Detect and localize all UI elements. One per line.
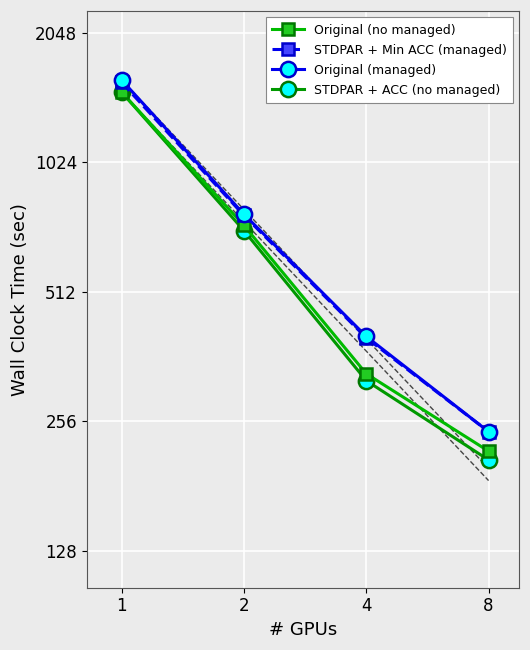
STDPAR + Min ACC (managed) bbox=[485, 428, 492, 436]
Legend: Original (no managed), STDPAR + Min ACC (managed), Original (managed), STDPAR + : Original (no managed), STDPAR + Min ACC … bbox=[266, 18, 513, 103]
STDPAR + ACC (no managed) bbox=[241, 227, 247, 235]
Y-axis label: Wall Clock Time (sec): Wall Clock Time (sec) bbox=[11, 203, 29, 396]
Original (managed) bbox=[485, 428, 492, 436]
STDPAR + Min ACC (managed) bbox=[363, 334, 369, 342]
Original (managed) bbox=[119, 76, 125, 84]
Original (no managed) bbox=[241, 222, 247, 229]
Line: STDPAR + Min ACC (managed): STDPAR + Min ACC (managed) bbox=[116, 76, 495, 438]
Line: STDPAR + ACC (no managed): STDPAR + ACC (no managed) bbox=[114, 84, 496, 467]
STDPAR + ACC (no managed) bbox=[119, 88, 125, 96]
STDPAR + ACC (no managed) bbox=[363, 377, 369, 385]
Original (managed) bbox=[241, 211, 247, 218]
Original (no managed) bbox=[485, 447, 492, 455]
Line: Original (no managed): Original (no managed) bbox=[116, 86, 495, 458]
Original (no managed) bbox=[119, 88, 125, 96]
Original (no managed) bbox=[363, 370, 369, 378]
Line: Original (managed): Original (managed) bbox=[114, 72, 496, 439]
Original (managed) bbox=[363, 333, 369, 341]
X-axis label: # GPUs: # GPUs bbox=[269, 621, 337, 639]
STDPAR + Min ACC (managed) bbox=[241, 212, 247, 220]
STDPAR + Min ACC (managed) bbox=[119, 79, 125, 86]
STDPAR + ACC (no managed) bbox=[485, 456, 492, 464]
